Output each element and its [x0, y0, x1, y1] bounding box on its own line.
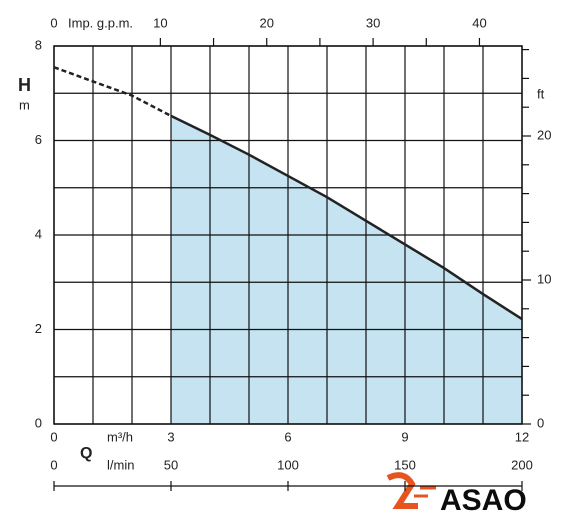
x3-tick-label: 100 — [277, 457, 299, 472]
x3-tick-label: 50 — [164, 457, 178, 472]
x2-tick-label: 20 — [259, 15, 273, 30]
x2-unit: Imp. g.p.m. — [68, 15, 133, 30]
x-tick-label: 12 — [515, 429, 529, 444]
y2-unit: ft — [537, 86, 545, 101]
x2-tick-label: 0 — [50, 15, 57, 30]
x-unit: m³/h — [107, 429, 133, 444]
x2-tick-label: 40 — [472, 15, 486, 30]
x-name: Q — [80, 445, 92, 462]
pump-curve — [53, 66, 172, 118]
y-unit: m — [19, 97, 30, 112]
logo-icon — [386, 472, 436, 509]
y-label: H — [18, 75, 31, 95]
y-tick-label: 6 — [35, 132, 42, 147]
x3-unit: l/min — [107, 457, 134, 472]
x-tick-label: 6 — [284, 429, 291, 444]
pump-curve — [170, 114, 523, 321]
x3-tick-label: 0 — [50, 457, 57, 472]
y-tick-label: 2 — [35, 321, 42, 336]
x3-tick-label: 200 — [511, 457, 533, 472]
x-tick-label: 9 — [401, 429, 408, 444]
x3-tick-label: 150 — [394, 457, 416, 472]
y-tick-label: 0 — [35, 415, 42, 430]
y-tick-label: 8 — [35, 37, 42, 52]
plot-frame — [53, 45, 523, 425]
x-tick-label: 3 — [167, 429, 174, 444]
y2-tick-label: 10 — [537, 271, 551, 286]
operating-area — [171, 115, 522, 425]
y2-tick-label: 20 — [537, 127, 551, 142]
x2-tick-label: 30 — [366, 15, 380, 30]
y-tick-label: 4 — [35, 226, 42, 241]
logo-text: ASAO — [440, 484, 527, 517]
x-tick-label: 0 — [50, 429, 57, 444]
y2-tick-label: 0 — [537, 415, 544, 430]
x2-tick-label: 10 — [153, 15, 167, 30]
